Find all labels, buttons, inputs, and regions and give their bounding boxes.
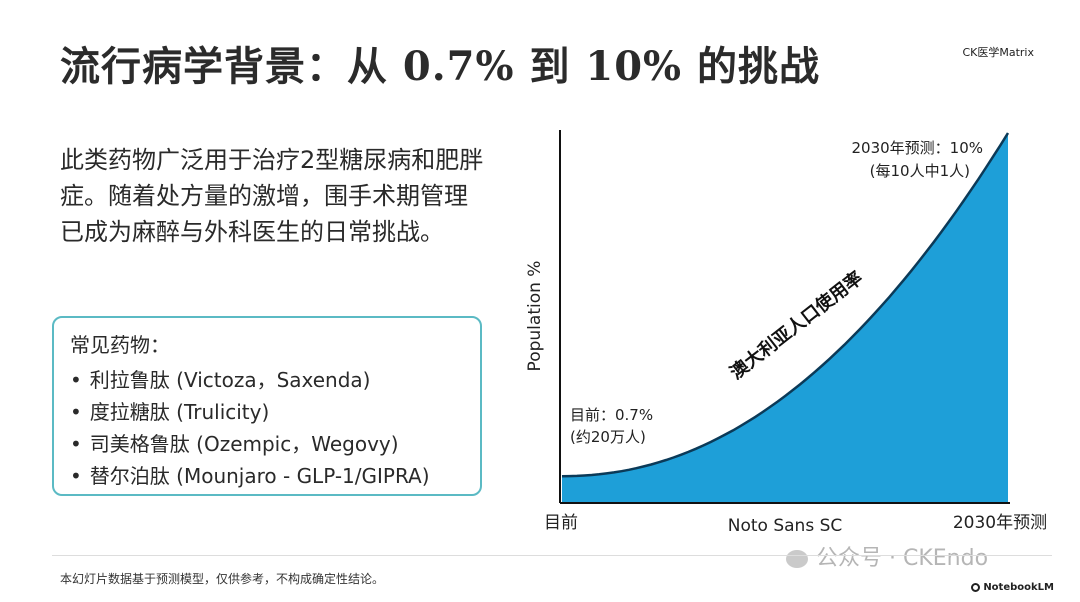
x-tick-end: 2030年预测: [953, 513, 1047, 533]
y-axis-label: Population %: [525, 261, 545, 372]
end-annotation-line1: 2030年预测：10%: [851, 139, 983, 157]
drug-box: 常见药物： 利拉鲁肽 (Victoza，Saxenda) 度拉糖肽 (Truli…: [52, 316, 482, 496]
intro-paragraph: 此类药物广泛用于治疗2型糖尿病和肥胖症。随着处方量的激增，围手术期管理已成为麻醉…: [60, 146, 484, 246]
x-tick-start: 目前: [544, 513, 578, 533]
end-annotation-line2: (每10人中1人): [870, 162, 970, 180]
notebooklm-icon: [971, 582, 981, 592]
footnote: 本幻灯片数据基于预测模型，仅供参考，不构成确定性结论。: [60, 572, 385, 586]
drug-item-semaglutide: 司美格鲁肽 (Ozempic，Wegovy): [70, 428, 464, 460]
drug-item-dulaglutide: 度拉糖肽 (Trulicity): [70, 396, 464, 428]
usage-area: [562, 133, 1008, 502]
drug-item-tirzepatide: 替尔泊肽 (Mounjaro - GLP-1/GIPRA): [70, 460, 464, 492]
watermark-text: 公众号 · CKEndo: [816, 546, 989, 571]
drug-box-title: 常见药物：: [70, 333, 170, 357]
start-annotation-line2: (约20万人): [570, 428, 646, 446]
drug-item-liraglutide: 利拉鲁肽 (Victoza，Saxenda): [70, 364, 464, 396]
drug-list: 利拉鲁肽 (Victoza，Saxenda) 度拉糖肽 (Trulicity) …: [70, 364, 464, 492]
footer-divider: [52, 555, 1052, 556]
notebooklm-label: NotebookLM: [983, 582, 1054, 593]
wechat-icon: [786, 550, 808, 568]
watermark: 公众号 · CKEndo: [786, 540, 988, 572]
brand-label: CK医学Matrix: [962, 46, 1034, 59]
page-title: 流行病学背景：从 0.7% 到 10% 的挑战: [60, 43, 820, 90]
usage-curve: [561, 132, 1010, 478]
notebooklm-badge: NotebookLM: [971, 582, 1054, 593]
start-annotation-line1: 目前：0.7%: [570, 406, 653, 424]
x-axis-label: Noto Sans SC: [728, 516, 843, 536]
